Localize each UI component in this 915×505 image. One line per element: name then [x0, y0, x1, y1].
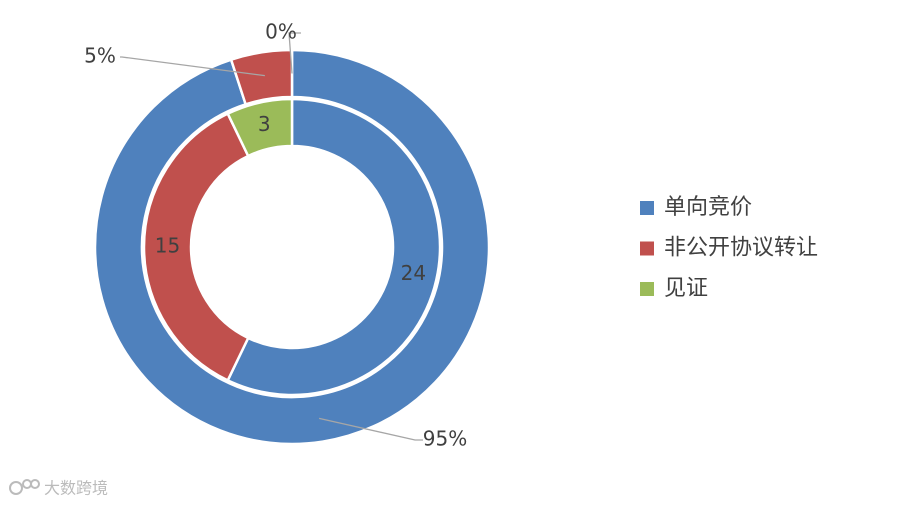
data-label: 3	[258, 112, 271, 136]
legend-label: 见证	[664, 276, 708, 301]
donut-segment	[93, 48, 491, 446]
data-label: 5%	[84, 44, 116, 68]
donut-segment	[226, 97, 294, 158]
leader-line	[318, 417, 423, 441]
legend-label: 非公开协议转让	[664, 236, 818, 261]
watermark: 大数跨境	[44, 479, 108, 498]
legend-swatch	[640, 282, 654, 296]
legend-swatch	[640, 241, 654, 256]
watermark-logo	[9, 479, 40, 495]
data-label: 15	[155, 234, 180, 258]
donut-segment	[226, 97, 442, 397]
data-label: 0%	[265, 20, 297, 44]
data-label: 95%	[423, 427, 467, 451]
legend-label: 单向竞价	[664, 195, 752, 220]
data-label: 24	[401, 261, 426, 285]
leader-line	[120, 56, 265, 77]
legend-swatch	[640, 201, 654, 215]
donut-segment	[142, 111, 250, 383]
leader-line	[288, 32, 301, 74]
